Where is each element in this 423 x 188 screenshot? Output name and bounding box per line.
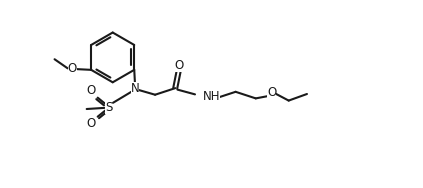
Text: S: S <box>105 101 113 114</box>
Text: NH: NH <box>203 90 220 103</box>
Text: N: N <box>131 82 139 95</box>
Text: O: O <box>86 84 96 97</box>
Text: O: O <box>68 62 77 75</box>
Text: O: O <box>267 86 277 99</box>
Text: O: O <box>175 59 184 72</box>
Text: O: O <box>86 117 96 130</box>
